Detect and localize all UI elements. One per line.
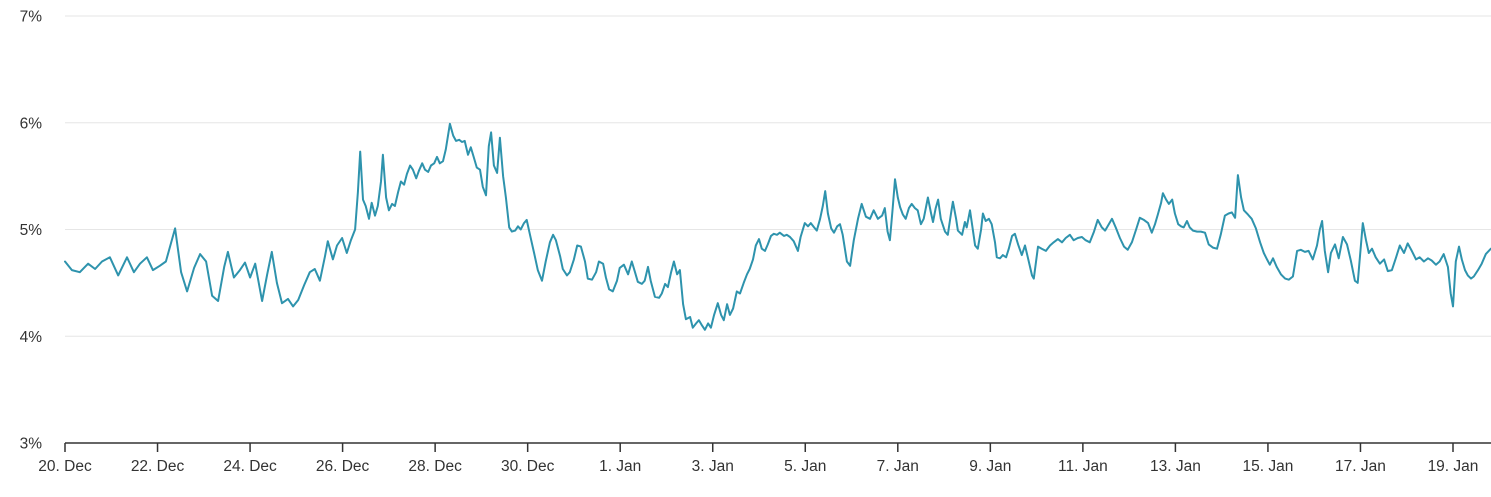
- x-tick-label: 1. Jan: [599, 458, 641, 475]
- x-tick-label: 28. Dec: [408, 458, 462, 475]
- series-line: [64, 122, 1491, 331]
- x-tick-label: 19. Jan: [1428, 458, 1479, 475]
- x-tick-label: 24. Dec: [223, 458, 277, 475]
- y-axis-label: 5%: [20, 222, 43, 239]
- y-axis-label: 7%: [20, 9, 43, 26]
- x-tick-label: 30. Dec: [501, 458, 555, 475]
- x-tick-label: 20. Dec: [38, 458, 92, 475]
- x-tick-label: 22. Dec: [131, 458, 185, 475]
- y-axis-label: 3%: [20, 436, 43, 453]
- y-axis-label: 4%: [20, 329, 43, 346]
- y-axis-label: 6%: [20, 115, 43, 132]
- x-tick-label: 3. Jan: [692, 458, 734, 475]
- x-tick-label: 11. Jan: [1058, 458, 1108, 475]
- x-tick-label: 17. Jan: [1335, 458, 1386, 475]
- x-tick-label: 7. Jan: [877, 458, 919, 475]
- x-tick-label: 26. Dec: [316, 458, 370, 475]
- x-tick-label: 15. Jan: [1243, 458, 1294, 475]
- x-tick-label: 5. Jan: [784, 458, 826, 475]
- x-tick-label: 9. Jan: [969, 458, 1011, 475]
- x-tick-label: 13. Jan: [1150, 458, 1201, 475]
